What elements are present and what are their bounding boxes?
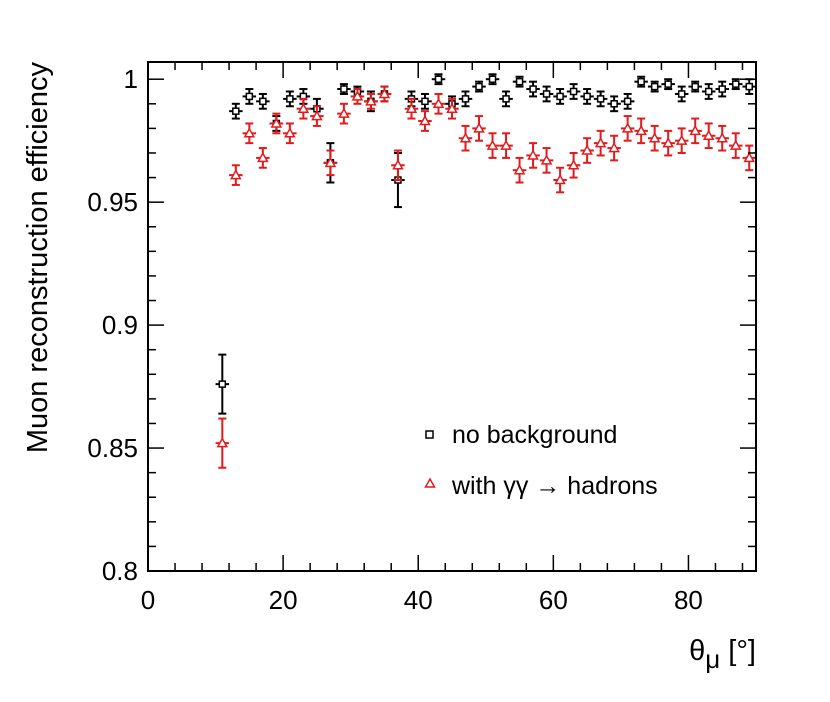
- series-0: [215, 73, 756, 415]
- data-point-triangle: [270, 117, 283, 128]
- data-point-triangle: [716, 132, 729, 143]
- legend-label-with-hadrons: with γγ → hadrons: [451, 472, 658, 500]
- data-point-square: [475, 82, 483, 91]
- legend-entry-no-background: no background: [425, 421, 617, 449]
- data-point-square: [650, 82, 659, 91]
- data-point-square: [421, 97, 429, 106]
- data-point-square: [569, 87, 578, 96]
- data-point-triangle: [419, 114, 431, 126]
- data-point-square: [340, 85, 348, 93]
- data-point-triangle: [230, 169, 242, 180]
- data-point-triangle: [257, 151, 269, 163]
- data-point-triangle: [216, 437, 229, 448]
- x-tick-label: 80: [674, 585, 703, 615]
- data-point-triangle: [540, 154, 553, 165]
- y-tick-label: 0.9: [102, 310, 138, 340]
- legend-marker-square: [425, 430, 434, 439]
- x-tick-label: 0: [141, 585, 155, 615]
- data-point-square: [556, 92, 564, 101]
- data-point-triangle: [486, 139, 499, 150]
- data-point-triangle: [743, 151, 756, 163]
- data-point-square: [259, 97, 267, 106]
- data-point-triangle: [432, 97, 445, 109]
- axis-ticks: 0 20 40 60 80 0.8 0.85 0.9 0.95 1: [87, 62, 756, 615]
- data-point-square: [286, 95, 294, 103]
- data-point-square: [502, 95, 510, 103]
- data-point-square: [691, 82, 699, 91]
- data-point-triangle: [473, 122, 485, 133]
- data-point-triangle: [459, 132, 472, 143]
- data-point-triangle: [311, 110, 323, 121]
- data-point-square: [623, 97, 632, 106]
- data-point-square: [232, 107, 240, 115]
- data-point-triangle: [729, 139, 742, 150]
- series-1: [215, 85, 756, 469]
- y-tick-label: 0.8: [102, 556, 138, 586]
- data-point-triangle: [392, 159, 404, 170]
- data-point-square: [515, 77, 524, 86]
- data-point-triangle: [621, 122, 634, 133]
- data-point-square: [434, 75, 443, 83]
- data-point-triangle: [594, 137, 607, 148]
- data-point-square: [731, 80, 740, 88]
- data-point-square: [583, 92, 591, 101]
- data-point-triangle: [446, 102, 458, 113]
- y-tick-label: 1: [124, 64, 138, 94]
- data-point-square: [610, 100, 618, 108]
- y-tick-label: 0.85: [87, 433, 138, 463]
- data-point-triangle: [243, 127, 256, 138]
- data-point-square: [596, 95, 605, 103]
- data-layer: [215, 73, 756, 469]
- x-axis-title-subscript: μ: [705, 644, 720, 674]
- data-point-triangle: [689, 124, 701, 136]
- data-point-square: [664, 80, 672, 88]
- data-point-triangle: [675, 134, 688, 145]
- data-point-triangle: [284, 127, 296, 138]
- data-point-triangle: [635, 124, 647, 136]
- data-point-triangle: [554, 173, 566, 185]
- data-point-square: [542, 90, 551, 98]
- data-point-triangle: [662, 137, 674, 148]
- data-point-triangle: [648, 132, 661, 143]
- data-point-triangle: [324, 156, 337, 168]
- x-tick-label: 60: [539, 585, 568, 615]
- data-point-triangle: [608, 142, 620, 153]
- y-tick-label: 0.95: [87, 187, 138, 217]
- data-point-triangle: [365, 95, 377, 106]
- data-point-square: [718, 85, 726, 93]
- data-point-square: [529, 85, 537, 93]
- plot-frame: [147, 61, 757, 572]
- data-point-square: [677, 90, 686, 98]
- data-point-triangle: [567, 159, 580, 170]
- legend-marker-triangle: [424, 477, 436, 488]
- data-point-square: [704, 87, 713, 96]
- data-point-triangle: [378, 87, 391, 99]
- data-point-triangle: [338, 107, 350, 118]
- data-point-square: [245, 92, 254, 101]
- data-point-triangle: [405, 102, 418, 113]
- data-point-triangle: [500, 139, 512, 150]
- legend: no background with γγ → hadrons: [424, 421, 658, 500]
- x-tick-label: 20: [269, 585, 298, 615]
- x-axis-title: θμ [°]: [689, 635, 756, 674]
- data-point-triangle: [513, 164, 526, 175]
- x-axis-title-unit: [°]: [720, 635, 756, 667]
- data-point-square: [218, 380, 227, 388]
- data-point-triangle: [351, 90, 364, 101]
- legend-label-no-background: no background: [452, 421, 617, 449]
- data-point-triangle: [581, 144, 593, 155]
- data-point-square: [488, 75, 497, 83]
- data-point-square: [461, 95, 470, 103]
- data-point-triangle: [702, 129, 715, 141]
- data-point-square: [745, 82, 753, 91]
- legend-entry-with-hadrons: with γγ → hadrons: [424, 472, 658, 500]
- data-point-square: [637, 77, 645, 86]
- x-tick-label: 40: [404, 585, 433, 615]
- data-point-triangle: [527, 149, 539, 160]
- y-axis-title: Muon reconstruction efficiency: [22, 62, 54, 454]
- data-point-triangle: [297, 102, 310, 113]
- x-axis-title-symbol: θ: [689, 635, 705, 667]
